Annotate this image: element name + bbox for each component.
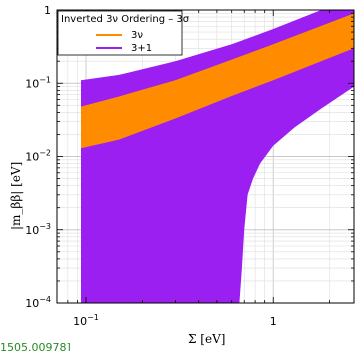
- x-tick-label: 10−1: [73, 313, 99, 328]
- band-3nu: [81, 13, 354, 149]
- y-tick-label: 10−3: [25, 222, 51, 237]
- y-tick-label-base: 10: [25, 77, 39, 90]
- data-bands: [81, 10, 354, 303]
- x-tick-label: 1: [270, 315, 277, 328]
- y-tick-label-exp: −2: [39, 149, 51, 158]
- legend: Inverted 3ν Ordering – 3σ 3ν 3+1: [57, 10, 190, 56]
- y-tick-label-base: 10: [25, 224, 39, 237]
- y-tick-label-exp: −1: [39, 75, 51, 84]
- legend-label-3plus1: 3+1: [131, 43, 152, 54]
- tick-labels: 110−110−210−310−410−1 1: [25, 4, 277, 328]
- legend-title: Inverted 3ν Ordering – 3σ: [61, 14, 190, 25]
- y-tick-label: 10−4: [25, 295, 51, 310]
- y-tick-label-base: 10: [25, 297, 39, 310]
- y-tick-label: 10−1: [25, 75, 51, 90]
- x-axis-label: Σ [eV]: [188, 332, 225, 346]
- y-tick-label-exp: −3: [39, 222, 51, 231]
- citation-text: 1505.00978]: [0, 341, 71, 351]
- x-tick-label-exp: −1: [87, 313, 99, 322]
- y-tick-label: 1: [44, 4, 51, 17]
- band-3plus1: [81, 10, 354, 303]
- y-tick-label: 10−2: [25, 149, 51, 164]
- y-axis-label: |m_ββ| [eV]: [9, 162, 23, 230]
- legend-label-3nu: 3ν: [131, 30, 143, 41]
- x-tick-label-base: 10: [73, 315, 87, 328]
- y-tick-label-base: 10: [25, 151, 39, 164]
- y-tick-label-exp: −4: [39, 295, 51, 304]
